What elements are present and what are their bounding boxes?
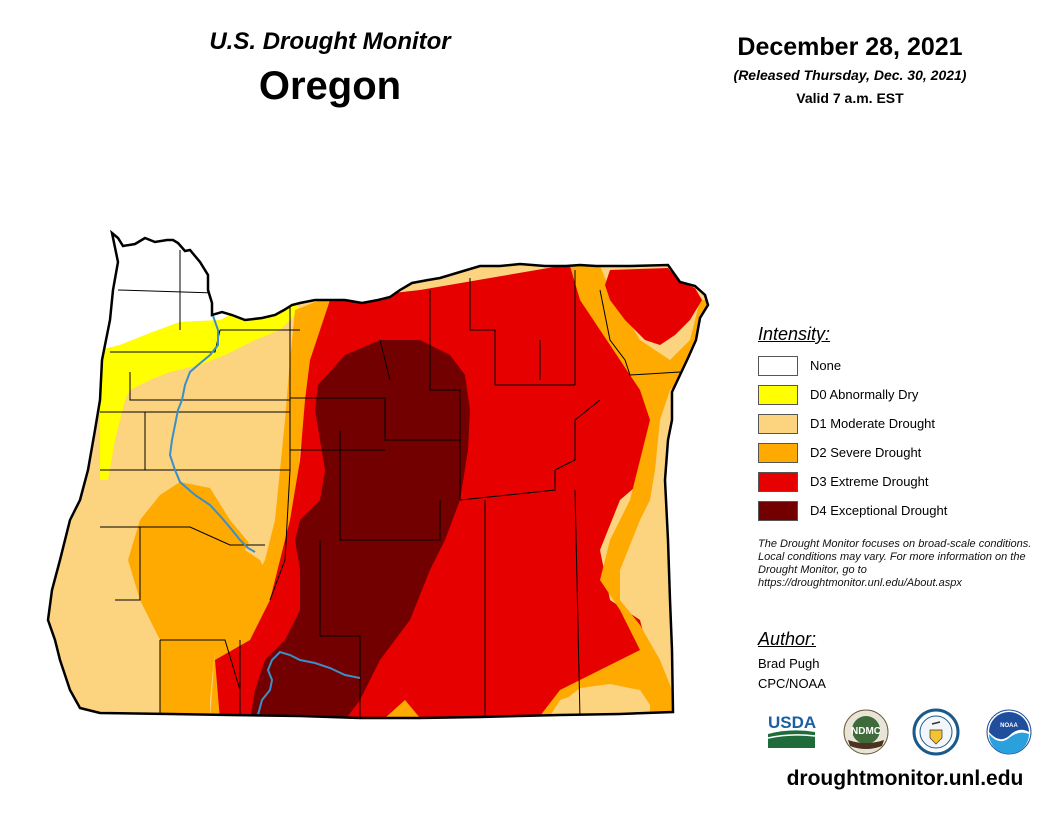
map-date: December 28, 2021 — [737, 33, 963, 61]
legend-swatch-d1 — [758, 413, 798, 434]
legend-swatch-d3 — [758, 471, 798, 492]
legend-item-none: None — [758, 351, 1048, 380]
disclaimer-note: The Drought Monitor focuses on broad-sca… — [758, 538, 1032, 589]
author-heading: Author: — [758, 629, 817, 649]
legend-item-d1: D1 Moderate Drought — [758, 409, 1048, 438]
legend-label: D2 Severe Drought — [810, 445, 922, 460]
legend-item-d3: D3 Extreme Drought — [758, 467, 1048, 496]
legend-label: D0 Abnormally Dry — [810, 387, 919, 402]
legend-swatch-d4 — [758, 500, 798, 521]
legend-label: D3 Extreme Drought — [810, 474, 929, 489]
legend-swatch-none — [758, 355, 798, 376]
legend: Intensity: None D0 Abnormally Dry D1 Mod… — [758, 324, 1048, 525]
usda-logo-icon: USDA — [767, 713, 816, 748]
legend-item-d4: D4 Exceptional Drought — [758, 496, 1048, 525]
svg-text:USDA: USDA — [768, 713, 816, 732]
map-title: Oregon — [258, 64, 402, 108]
legend-item-d2: D2 Severe Drought — [758, 438, 1048, 467]
svg-text:NOAA: NOAA — [1000, 723, 1018, 729]
author-org: CPC/NOAA — [758, 676, 826, 691]
website-link[interactable]: droughtmonitor.unl.edu — [786, 767, 1024, 790]
commerce-seal-icon — [912, 708, 960, 756]
legend-title: Intensity: — [758, 324, 831, 344]
map-subtitle: U.S. Drought Monitor — [209, 28, 451, 55]
legend-label: D4 Exceptional Drought — [810, 503, 948, 518]
ndmc-logo-icon: NDMC — [843, 709, 889, 755]
legend-item-d0: D0 Abnormally Dry — [758, 380, 1048, 409]
valid-time: Valid 7 a.m. EST — [796, 90, 904, 106]
partner-logos: USDA NDMC NOAA — [765, 708, 1035, 756]
release-date: (Released Thursday, Dec. 30, 2021) — [733, 67, 967, 83]
svg-text:NDMC: NDMC — [851, 726, 881, 737]
legend-label: None — [810, 358, 842, 373]
legend-label: D1 Moderate Drought — [810, 416, 936, 431]
noaa-logo-icon: NOAA — [986, 709, 1032, 755]
legend-swatch-d2 — [758, 442, 798, 463]
author-name: Brad Pugh — [758, 656, 820, 671]
oregon-drought-map — [46, 229, 710, 720]
legend-swatch-d0 — [758, 384, 798, 405]
